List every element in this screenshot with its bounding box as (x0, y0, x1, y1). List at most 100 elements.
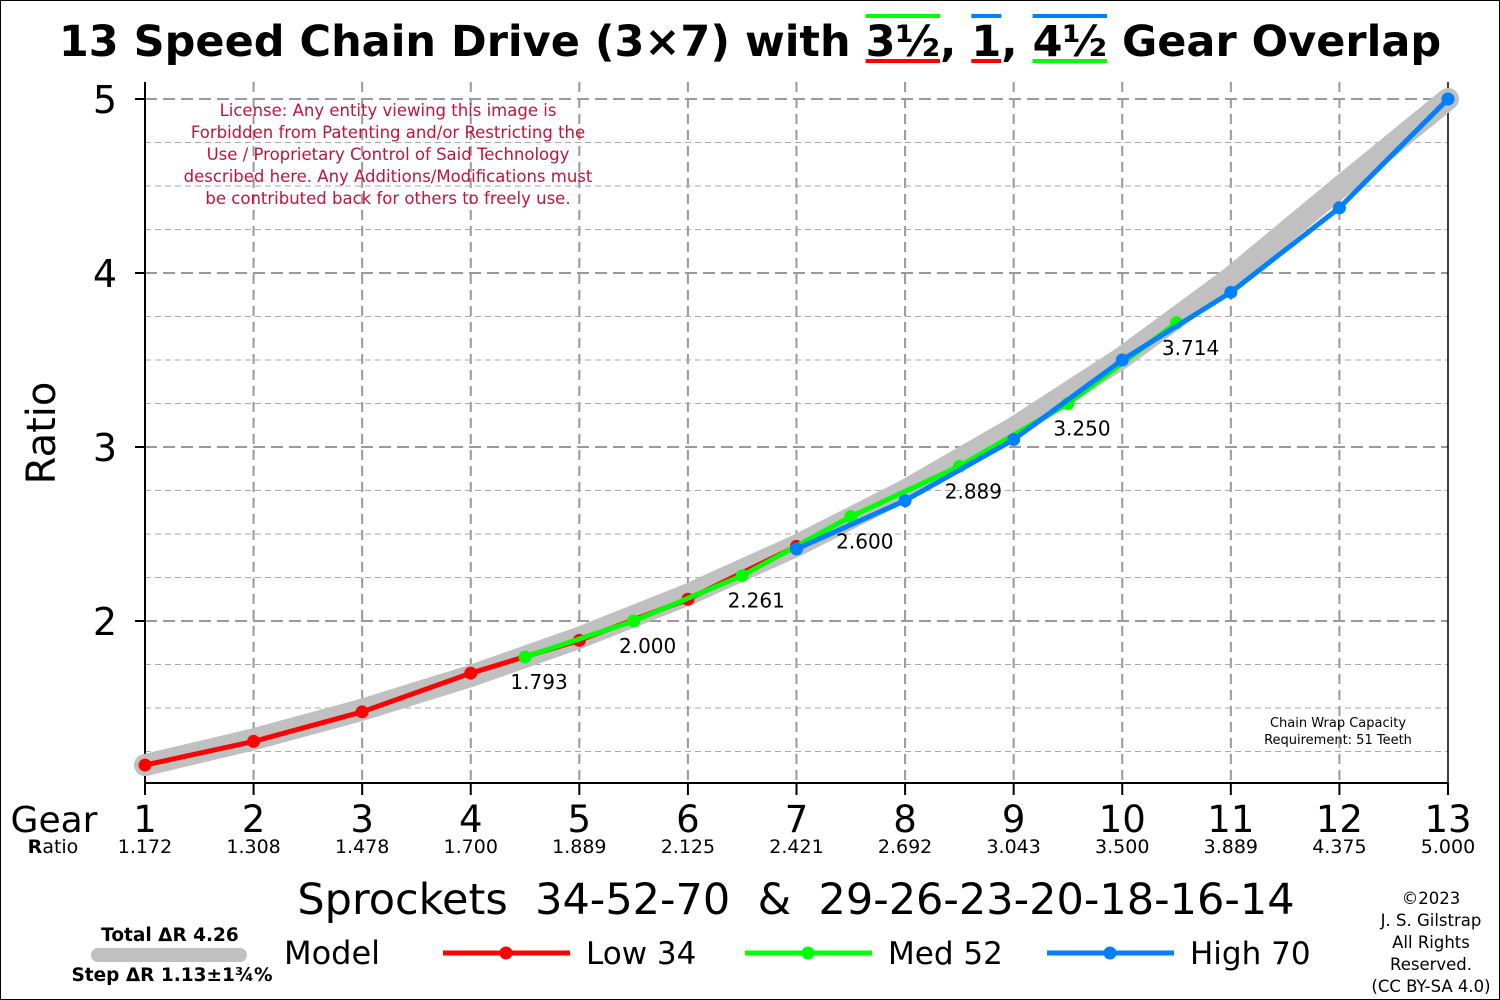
legend-low-label: Low 34 (586, 936, 696, 972)
series-layer (134, 88, 1459, 777)
ratio-row-label: Ratio (28, 836, 79, 858)
x-tick-label-3: 3 (350, 798, 374, 841)
copyright-line-5: (CC BY-SA 4.0) (1371, 977, 1490, 996)
title-sep-2: , (1001, 17, 1032, 67)
grid (145, 82, 1448, 783)
x-tick-label-10: 10 (1099, 798, 1146, 841)
x-tick-label-7: 7 (785, 798, 809, 841)
license-note: License: Any entity viewing this image i… (184, 101, 593, 208)
gear-ratio-label-1: 1.172 (118, 836, 172, 858)
license-line-2: Forbidden from Patenting and/or Restrict… (191, 123, 585, 142)
annotation-layer: 1.793 2.000 2.261 2.600 2.889 3.250 3.714 (510, 336, 1219, 694)
point-high-4 (1115, 353, 1129, 367)
gear-ratio-label-8: 2.692 (878, 836, 932, 858)
point-med-2 (627, 614, 641, 628)
title-part1: 13 Speed Chain Drive (3×7) with (59, 17, 866, 67)
copyright-line-4: Reserved. (1390, 955, 1472, 974)
title-overlap-1: 3½ (866, 17, 940, 67)
point-med-3 (735, 569, 749, 583)
gear-ratio-label-7: 2.421 (769, 836, 823, 858)
chain-wrap-line-1: Chain Wrap Capacity (1270, 716, 1406, 731)
ratio-row-label-rest: atio (42, 836, 78, 858)
annotation-1.793: 1.793 (510, 670, 567, 694)
x-tick-label-13: 13 (1424, 798, 1471, 841)
annotation-2.600: 2.600 (836, 530, 893, 554)
step-delta-r: Step ΔR 1.13±1¾% (71, 965, 272, 986)
gear-ratio-label-6: 2.125 (661, 836, 715, 858)
legend-high-label: High 70 (1190, 936, 1311, 972)
chain-wrap-note: Chain Wrap Capacity Requirement: 51 Teet… (1264, 716, 1412, 748)
x-tick-label-2: 2 (242, 798, 266, 841)
title-overlap-3-top-bar (1032, 14, 1107, 18)
annotation-2.889: 2.889 (945, 479, 1002, 503)
legend: Model Low 34 Med 52 High 70 (284, 934, 1311, 972)
title-overlap-2: 1 (971, 17, 1001, 67)
ratio-row-label-first: R (28, 836, 43, 858)
title-overlap-2-top-bar (971, 14, 1002, 18)
x-tick-label-12: 12 (1316, 798, 1363, 841)
x-tick-label-8: 8 (893, 798, 917, 841)
title-overlap-1-top-bar (865, 14, 941, 18)
axes: 2 3 4 5 (93, 78, 1449, 795)
legend-low-marker (499, 946, 513, 960)
chart-title: 13 Speed Chain Drive (3×7) with 3½, 1, 4… (59, 17, 1441, 67)
legend-high-marker (1103, 946, 1117, 960)
license-line-1: License: Any entity viewing this image i… (220, 101, 557, 120)
title-overlap-2-bottom-bar (971, 59, 1002, 63)
x-tick-label-5: 5 (568, 798, 592, 841)
legend-title: Model (284, 934, 380, 972)
title-part2: Gear Overlap (1107, 17, 1441, 67)
license-line-4: described here. Any Additions/Modificati… (184, 167, 593, 186)
point-med-1 (518, 650, 532, 664)
point-high-5 (1224, 285, 1238, 299)
gear-ratio-label-2: 1.308 (226, 836, 280, 858)
x-tick-label-1: 1 (133, 798, 157, 841)
title-sep-1: , (940, 17, 971, 67)
point-low-3 (355, 705, 369, 719)
gear-row-label: Gear (11, 800, 98, 841)
y-tick-label-5: 5 (93, 78, 117, 122)
point-high-2 (898, 494, 912, 508)
point-high-7 (1441, 92, 1455, 106)
chain-wrap-line-2: Requirement: 51 Teeth (1264, 733, 1412, 748)
y-tick-label-2: 2 (93, 600, 117, 644)
gear-ratio-label-5: 1.889 (552, 836, 606, 858)
point-low-2 (247, 734, 261, 748)
legend-med-label: Med 52 (888, 936, 1003, 972)
x-tick-label-6: 6 (676, 798, 700, 841)
copyright-block: ©2023 J. S. Gilstrap All Rights Reserved… (1371, 889, 1490, 996)
title-underlines (865, 14, 1107, 63)
copyright-line-2: J. S. Gilstrap (1380, 911, 1482, 930)
point-low-4 (464, 666, 478, 680)
gear-ratio-label-12: 4.375 (1312, 836, 1366, 858)
annotation-2.000: 2.000 (619, 634, 676, 658)
annotation-3.714: 3.714 (1162, 336, 1219, 360)
x-tick-label-4: 4 (459, 798, 483, 841)
sprockets-label: Sprockets 34-52-70 & 29-26-23-20-18-16-1… (297, 875, 1294, 925)
title-overlap-3-bottom-bar (1032, 59, 1107, 63)
legend-med-marker (801, 946, 815, 960)
point-high-3 (1007, 433, 1021, 447)
point-med-4 (844, 510, 858, 524)
title-overlap-3: 4½ (1033, 17, 1107, 67)
x-tick-label-9: 9 (1002, 798, 1026, 841)
y-tick-label-3: 3 (93, 426, 117, 470)
license-line-5: be contributed back for others to freely… (205, 189, 570, 208)
copyright-line-1: ©2023 (1402, 889, 1461, 908)
gear-ratio-label-3: 1.478 (335, 836, 389, 858)
copyright-line-3: All Rights (1392, 933, 1470, 952)
y-axis-label: Ratio (19, 382, 65, 485)
legend-items: Low 34 Med 52 High 70 (443, 936, 1311, 972)
gear-ratio-label-4: 1.700 (444, 836, 498, 858)
gear-ratio-label-11: 3.889 (1204, 836, 1258, 858)
annotation-3.250: 3.250 (1053, 417, 1110, 441)
point-high-1 (790, 542, 803, 556)
gear-ratio-label-9: 3.043 (986, 836, 1040, 858)
point-low-1 (138, 758, 152, 772)
point-high-6 (1332, 201, 1346, 215)
license-line-3: Use / Proprietary Control of Said Techno… (207, 145, 570, 164)
title-overlap-1-bottom-bar (865, 59, 941, 63)
x-tick-label-11: 11 (1207, 798, 1254, 841)
gear-ratio-label-10: 3.500 (1095, 836, 1149, 858)
